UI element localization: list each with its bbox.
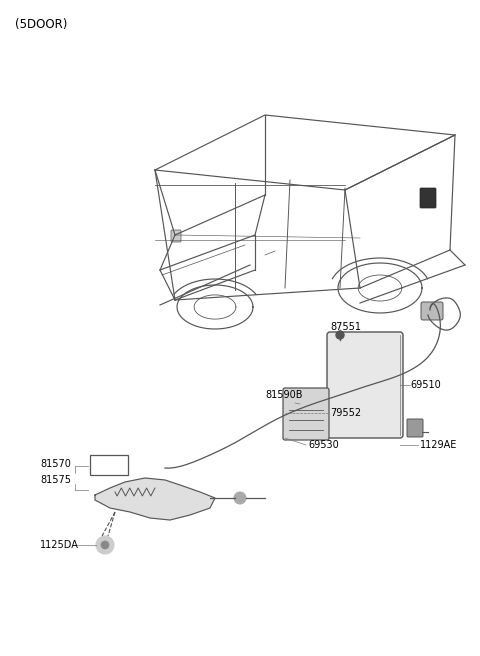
Text: (5DOOR): (5DOOR) [15, 18, 67, 31]
Text: 87551: 87551 [330, 322, 361, 332]
FancyBboxPatch shape [421, 302, 443, 320]
Text: 81590B: 81590B [265, 390, 302, 400]
Text: 69530: 69530 [308, 440, 339, 450]
Text: 81570: 81570 [40, 459, 71, 469]
Text: 1129AE: 1129AE [420, 440, 457, 450]
Text: 81575: 81575 [40, 475, 71, 485]
FancyBboxPatch shape [327, 332, 403, 438]
Circle shape [101, 541, 109, 549]
Text: 1125DA: 1125DA [40, 540, 79, 550]
Text: 79552: 79552 [330, 408, 361, 418]
Polygon shape [95, 478, 215, 520]
Circle shape [336, 331, 344, 339]
Circle shape [96, 536, 114, 554]
FancyBboxPatch shape [283, 388, 329, 440]
Text: 69510: 69510 [410, 380, 441, 390]
Circle shape [234, 492, 246, 504]
FancyBboxPatch shape [407, 419, 423, 437]
FancyBboxPatch shape [171, 230, 181, 242]
FancyBboxPatch shape [420, 188, 436, 208]
